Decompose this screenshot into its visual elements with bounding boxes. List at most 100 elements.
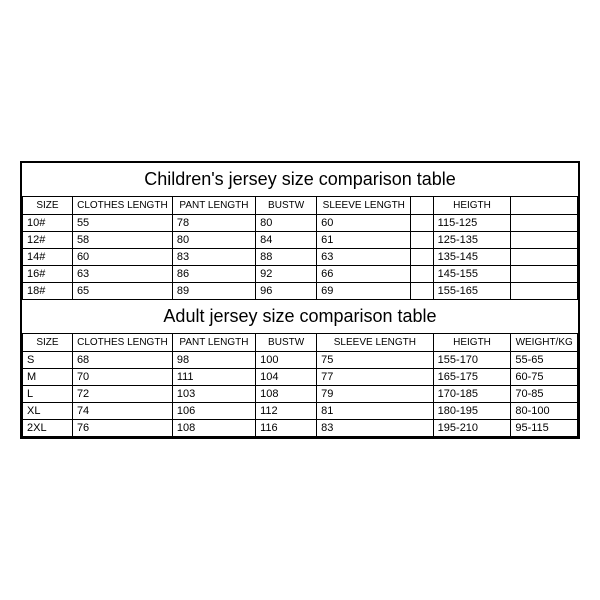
table-cell: 83 (172, 249, 255, 266)
table-cell: 106 (172, 403, 255, 420)
column-header: PANT LENGTH (172, 197, 255, 215)
table-cell: 10# (23, 215, 73, 232)
table-cell: 70 (72, 369, 172, 386)
column-header: BUSTW (256, 197, 317, 215)
column-header: SLEEVE LENGTH (317, 334, 434, 352)
table-cell: 108 (172, 420, 255, 437)
column-header: WEIGHT/KG (511, 334, 578, 352)
table-cell: L (23, 386, 73, 403)
table-cell (511, 249, 578, 266)
table-cell: 74 (72, 403, 172, 420)
table-cell: 81 (317, 403, 434, 420)
table-cell: 63 (317, 249, 411, 266)
table-cell: 104 (256, 369, 317, 386)
column-header: PANT LENGTH (172, 334, 255, 352)
table-cell: 170-185 (433, 386, 511, 403)
table-cell: 83 (317, 420, 434, 437)
table-cell: 68 (72, 352, 172, 369)
table-cell: 14# (23, 249, 73, 266)
table-cell: 108 (256, 386, 317, 403)
children-size-table: Children's jersey size comparison table … (22, 163, 578, 300)
table-row: 18#65899669 155-165 (23, 283, 578, 300)
table-cell: 69 (317, 283, 411, 300)
table-cell (411, 232, 433, 249)
table-cell: 86 (172, 266, 255, 283)
table-cell: 55 (72, 215, 172, 232)
table-cell (511, 232, 578, 249)
table-cell: M (23, 369, 73, 386)
adult-size-table: Adult jersey size comparison table SIZEC… (22, 300, 578, 437)
table-row: 2XL7610811683195-21095-115 (23, 420, 578, 437)
table-cell (411, 266, 433, 283)
table-cell: 195-210 (433, 420, 511, 437)
table-cell: 155-170 (433, 352, 511, 369)
column-header (411, 197, 433, 215)
table-cell: 116 (256, 420, 317, 437)
column-header: BUSTW (256, 334, 317, 352)
table-row: 10#55788060115-125 (23, 215, 578, 232)
table-cell: 58 (72, 232, 172, 249)
table-cell: 165-175 (433, 369, 511, 386)
table-cell: 60 (72, 249, 172, 266)
adult-table-title: Adult jersey size comparison table (23, 300, 578, 334)
table-row: L7210310879170-18570-85 (23, 386, 578, 403)
table-cell: XL (23, 403, 73, 420)
table-cell: 61 (317, 232, 411, 249)
size-tables-container: Children's jersey size comparison table … (20, 161, 580, 439)
adult-table-body: S689810075155-17055-65M7011110477165-175… (23, 352, 578, 437)
table-row: XL7410611281180-19580-100 (23, 403, 578, 420)
adult-header-row: SIZECLOTHES LENGTHPANT LENGTHBUSTWSLEEVE… (23, 334, 578, 352)
table-cell: 103 (172, 386, 255, 403)
table-row: 14#60838863135-145 (23, 249, 578, 266)
column-header: SIZE (23, 334, 73, 352)
table-cell: 84 (256, 232, 317, 249)
table-row: M7011110477165-17560-75 (23, 369, 578, 386)
table-cell (511, 266, 578, 283)
children-table-body: 10#55788060115-12512#58808461125-13514#6… (23, 215, 578, 300)
table-cell (511, 283, 578, 300)
table-cell (411, 283, 433, 300)
table-cell: 65 (72, 283, 172, 300)
table-cell: 16# (23, 266, 73, 283)
table-cell: 18# (23, 283, 73, 300)
table-cell: 115-125 (433, 215, 511, 232)
table-cell: 95-115 (511, 420, 578, 437)
table-cell: 70-85 (511, 386, 578, 403)
column-header (511, 197, 578, 215)
table-cell (411, 215, 433, 232)
table-cell: 98 (172, 352, 255, 369)
table-cell: 76 (72, 420, 172, 437)
table-cell: 77 (317, 369, 434, 386)
column-header: CLOTHES LENGTH (72, 334, 172, 352)
column-header: SIZE (23, 197, 73, 215)
table-cell: 100 (256, 352, 317, 369)
table-cell: 75 (317, 352, 434, 369)
table-cell: 2XL (23, 420, 73, 437)
table-cell: 92 (256, 266, 317, 283)
table-cell: 155-165 (433, 283, 511, 300)
table-cell: 96 (256, 283, 317, 300)
table-cell: 55-65 (511, 352, 578, 369)
table-cell: 80-100 (511, 403, 578, 420)
column-header: SLEEVE LENGTH (317, 197, 411, 215)
table-cell: 79 (317, 386, 434, 403)
table-row: 16#63869266145-155 (23, 266, 578, 283)
table-cell: 125-135 (433, 232, 511, 249)
table-cell: 72 (72, 386, 172, 403)
table-cell: 180-195 (433, 403, 511, 420)
table-cell (511, 215, 578, 232)
table-cell: 80 (172, 232, 255, 249)
table-cell: 89 (172, 283, 255, 300)
column-header: CLOTHES LENGTH (72, 197, 172, 215)
table-row: S689810075155-17055-65 (23, 352, 578, 369)
children-table-title: Children's jersey size comparison table (23, 163, 578, 197)
column-header: HEIGTH (433, 197, 511, 215)
table-cell: 78 (172, 215, 255, 232)
table-cell: S (23, 352, 73, 369)
table-cell: 12# (23, 232, 73, 249)
table-cell: 60 (317, 215, 411, 232)
table-cell: 88 (256, 249, 317, 266)
column-header: HEIGTH (433, 334, 511, 352)
table-cell: 112 (256, 403, 317, 420)
table-cell: 60-75 (511, 369, 578, 386)
